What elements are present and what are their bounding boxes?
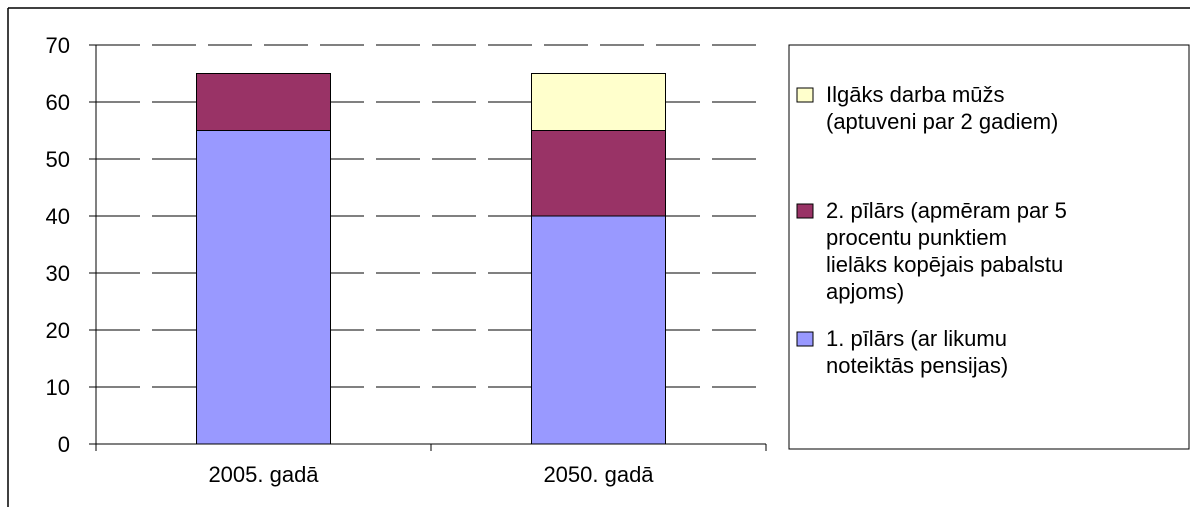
legend: Ilgāks darba mūžs(aptuveni par 2 gadiem)… bbox=[788, 44, 1190, 450]
bar-segment bbox=[531, 73, 666, 131]
y-tick-label: 60 bbox=[46, 90, 70, 115]
legend-label: apjoms) bbox=[826, 279, 904, 304]
legend-label: 1. pīlārs (ar likumu bbox=[826, 326, 1007, 351]
y-tick-label: 40 bbox=[46, 204, 70, 229]
legend-swatch bbox=[796, 331, 814, 347]
x-tick-label: 2005. gadā bbox=[208, 462, 319, 487]
legend-label: Ilgāks darba mūžs bbox=[826, 82, 1005, 107]
legend-label: noteiktās pensijas) bbox=[826, 353, 1008, 378]
bar-segment bbox=[196, 130, 331, 445]
legend-label: 2. pīlārs (apmēram par 5 bbox=[826, 198, 1067, 223]
legend-items: Ilgāks darba mūžs(aptuveni par 2 gadiem)… bbox=[796, 82, 1067, 378]
y-tick-label: 20 bbox=[46, 318, 70, 343]
legend-label: procentu punktiem bbox=[826, 225, 1007, 250]
legend-label: lielāks kopējais pabalstu bbox=[826, 252, 1063, 277]
x-tick-label: 2050. gadā bbox=[543, 462, 654, 487]
bars bbox=[196, 73, 666, 445]
y-tick-label: 0 bbox=[58, 432, 70, 457]
legend-swatch bbox=[796, 203, 814, 219]
bar-segment bbox=[531, 215, 666, 445]
y-tick-label: 10 bbox=[46, 375, 70, 400]
legend-item: Ilgāks darba mūžs(aptuveni par 2 gadiem) bbox=[796, 82, 1058, 134]
legend-swatch bbox=[796, 87, 814, 103]
bar-segment bbox=[196, 73, 331, 131]
y-tick-label: 30 bbox=[46, 261, 70, 286]
y-ticks: 0 10 20 30 40 50 60 70 bbox=[46, 33, 96, 457]
y-tick-label: 70 bbox=[46, 33, 70, 58]
bar-segment bbox=[531, 130, 666, 217]
legend-label: (aptuveni par 2 gadiem) bbox=[826, 109, 1058, 134]
legend-frame bbox=[788, 44, 1190, 450]
y-tick-label: 50 bbox=[46, 147, 70, 172]
x-ticks: 2005. gadā 2050. gadā bbox=[95, 444, 767, 487]
